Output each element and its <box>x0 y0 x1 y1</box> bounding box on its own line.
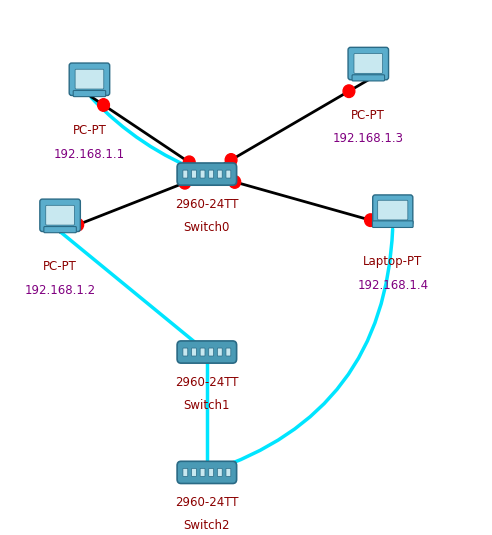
FancyArrowPatch shape <box>210 229 393 471</box>
Text: 2960-24TT: 2960-24TT <box>175 197 239 211</box>
Text: 192.168.1.4: 192.168.1.4 <box>357 279 429 292</box>
Polygon shape <box>358 77 378 79</box>
Polygon shape <box>50 229 70 230</box>
FancyBboxPatch shape <box>200 469 205 476</box>
Circle shape <box>184 156 195 169</box>
Circle shape <box>365 214 376 226</box>
Text: 192.168.1.3: 192.168.1.3 <box>333 132 404 145</box>
Text: 192.168.1.1: 192.168.1.1 <box>54 148 125 161</box>
FancyBboxPatch shape <box>191 170 196 178</box>
FancyBboxPatch shape <box>226 348 231 356</box>
FancyBboxPatch shape <box>200 348 205 356</box>
Text: PC-PT: PC-PT <box>72 124 106 137</box>
FancyBboxPatch shape <box>191 348 196 356</box>
FancyBboxPatch shape <box>177 163 237 185</box>
FancyBboxPatch shape <box>46 205 74 225</box>
FancyBboxPatch shape <box>40 199 80 232</box>
FancyBboxPatch shape <box>354 54 383 73</box>
FancyBboxPatch shape <box>177 461 237 484</box>
FancyBboxPatch shape <box>372 221 413 227</box>
FancyBboxPatch shape <box>191 469 196 476</box>
Text: 2960-24TT: 2960-24TT <box>175 496 239 509</box>
FancyBboxPatch shape <box>226 170 231 178</box>
FancyBboxPatch shape <box>183 348 188 356</box>
FancyBboxPatch shape <box>183 469 188 476</box>
Text: Switch0: Switch0 <box>184 221 230 234</box>
FancyBboxPatch shape <box>378 200 408 220</box>
FancyBboxPatch shape <box>217 348 222 356</box>
Text: Switch1: Switch1 <box>184 399 230 412</box>
FancyArrowPatch shape <box>92 97 204 173</box>
Text: Laptop-PT: Laptop-PT <box>363 255 423 268</box>
FancyBboxPatch shape <box>209 469 214 476</box>
FancyBboxPatch shape <box>73 90 106 97</box>
FancyBboxPatch shape <box>183 170 188 178</box>
Text: PC-PT: PC-PT <box>351 109 385 121</box>
FancyBboxPatch shape <box>209 348 214 356</box>
FancyBboxPatch shape <box>226 469 231 476</box>
Circle shape <box>179 177 191 189</box>
Circle shape <box>98 99 109 111</box>
FancyBboxPatch shape <box>75 69 104 89</box>
FancyBboxPatch shape <box>217 469 222 476</box>
FancyBboxPatch shape <box>44 226 76 233</box>
FancyBboxPatch shape <box>352 75 385 81</box>
FancyBboxPatch shape <box>217 170 222 178</box>
FancyBboxPatch shape <box>200 170 205 178</box>
FancyBboxPatch shape <box>348 47 389 80</box>
FancyBboxPatch shape <box>177 341 237 363</box>
Polygon shape <box>79 93 99 94</box>
Circle shape <box>343 85 355 97</box>
Text: Switch2: Switch2 <box>184 519 230 532</box>
FancyBboxPatch shape <box>373 195 413 225</box>
Circle shape <box>225 154 237 166</box>
Text: 192.168.1.2: 192.168.1.2 <box>25 284 95 297</box>
Circle shape <box>229 175 241 188</box>
Text: PC-PT: PC-PT <box>43 261 77 273</box>
FancyBboxPatch shape <box>209 170 214 178</box>
Circle shape <box>72 218 84 231</box>
Text: 2960-24TT: 2960-24TT <box>175 376 239 388</box>
FancyBboxPatch shape <box>69 63 110 95</box>
